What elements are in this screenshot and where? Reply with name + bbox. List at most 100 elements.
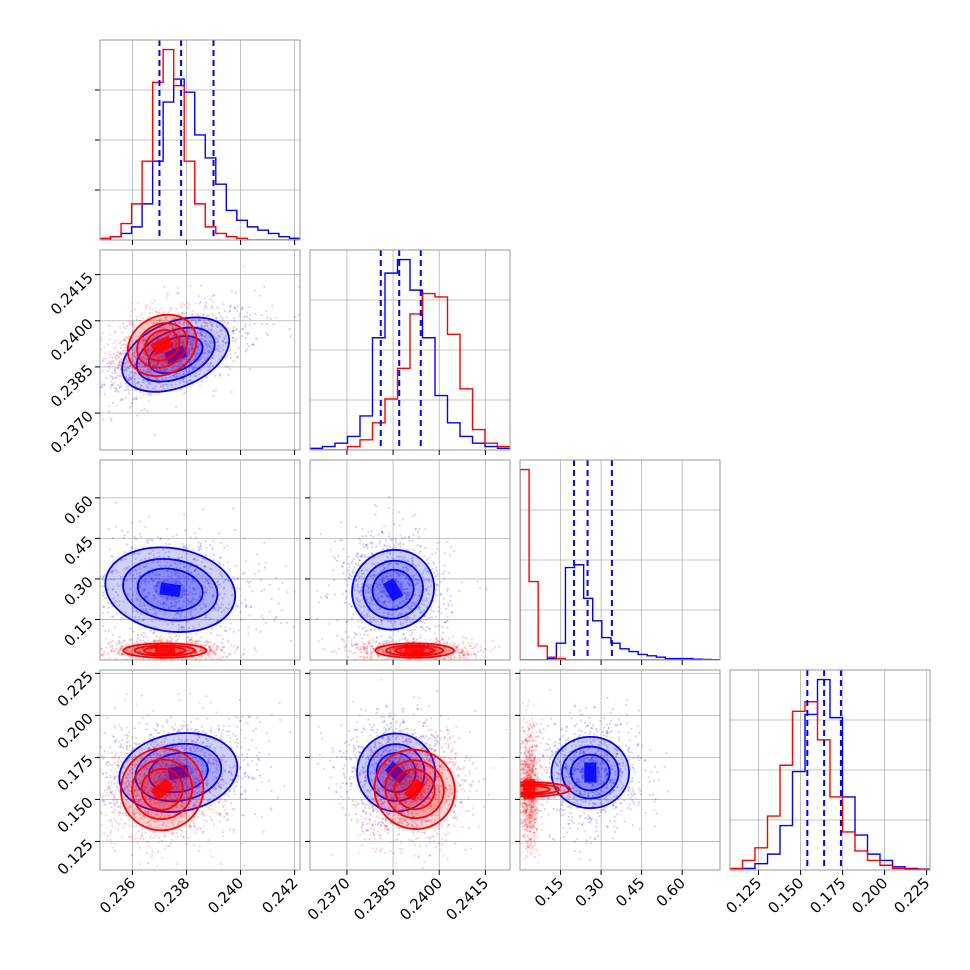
scatter-point (108, 405, 111, 408)
scatter-point (128, 373, 131, 377)
scatter-point (206, 325, 209, 328)
scatter-point (119, 375, 122, 378)
scatter-point (160, 638, 163, 641)
scatter-point (191, 361, 194, 364)
scatter-point (211, 651, 214, 654)
scatter-point (100, 336, 103, 339)
scatter-point (204, 565, 207, 568)
scatter-point (224, 342, 227, 345)
scatter-point (220, 329, 223, 332)
scatter-point (124, 351, 128, 355)
scatter-point (177, 360, 181, 363)
scatter-point (222, 348, 225, 351)
scatter-point (233, 316, 236, 319)
scatter-point (95, 646, 97, 648)
scatter-point (306, 567, 308, 569)
scatter-point (158, 619, 161, 622)
scatter-point (209, 345, 212, 348)
scatter-point (144, 365, 147, 368)
scatter-point (138, 363, 142, 366)
scatter-point (258, 562, 261, 565)
scatter-point (353, 631, 356, 634)
scatter-point (361, 637, 364, 640)
scatter-point (165, 569, 168, 572)
scatter-point (120, 398, 123, 402)
scatter-point (153, 327, 156, 330)
scatter-point (360, 553, 364, 556)
scatter-point (191, 346, 194, 349)
scatter-point (264, 561, 267, 564)
scatter-point (96, 561, 98, 563)
scatter-point (199, 542, 203, 545)
scatter-point (124, 396, 127, 399)
scatter-point (173, 662, 175, 664)
scatter-point (387, 535, 390, 538)
scatter-point (130, 385, 133, 388)
scatter-point (157, 536, 160, 539)
scatter-point (170, 602, 173, 605)
scatter-point (399, 541, 402, 544)
scatter-point (192, 347, 195, 350)
scatter-point (165, 598, 168, 601)
scatter-point (120, 361, 123, 364)
scatter-point (347, 555, 350, 558)
scatter-point (137, 365, 140, 368)
scatter-point (224, 625, 227, 628)
scatter-point (102, 594, 105, 597)
scatter-point (245, 605, 248, 608)
scatter-point (175, 533, 178, 537)
scatter-point (178, 330, 181, 333)
scatter-point (185, 584, 188, 587)
scatter-point (201, 352, 204, 355)
scatter-point (108, 360, 111, 363)
scatter-point (200, 380, 203, 383)
scatter-point (188, 340, 192, 343)
scatter-point (198, 373, 201, 376)
scatter-point (407, 536, 411, 539)
scatter-point (173, 317, 176, 320)
scatter-point (118, 386, 121, 389)
scatter-point (461, 656, 464, 659)
scatter-point (169, 375, 172, 379)
scatter-point (440, 593, 443, 596)
scatter-point (125, 566, 128, 570)
scatter-point (144, 594, 147, 598)
scatter-point (421, 627, 425, 630)
scatter-point (125, 335, 128, 339)
scatter-point (118, 653, 121, 657)
scatter-point (217, 334, 220, 337)
scatter-point (450, 545, 453, 549)
scatter-point (125, 377, 129, 380)
scatter-point (102, 369, 105, 372)
scatter-point (94, 655, 96, 657)
scatter-point (409, 677, 411, 679)
scatter-point (419, 545, 422, 548)
scatter-point (263, 285, 266, 288)
scatter-point (213, 553, 216, 556)
scatter-point (168, 360, 171, 363)
scatter-point (204, 321, 207, 325)
scatter-point (172, 616, 175, 620)
scatter-point (209, 341, 212, 344)
scatter-point (197, 318, 200, 321)
scatter-point (100, 339, 103, 342)
scatter-point (132, 360, 135, 363)
scatter-point (168, 550, 171, 553)
scatter-point (380, 530, 383, 533)
scatter-point (230, 643, 233, 647)
scatter-point (351, 569, 354, 572)
scatter-point (190, 342, 193, 345)
scatter-point (342, 547, 345, 551)
scatter-point (210, 341, 213, 344)
scatter-point (128, 376, 131, 379)
scatter-point (212, 314, 215, 317)
scatter-point (185, 301, 189, 304)
scatter-point (251, 589, 254, 593)
scatter-point (146, 610, 149, 614)
scatter-point (212, 356, 215, 360)
scatter-point (176, 356, 179, 359)
scatter-point (199, 325, 203, 328)
scatter-point (194, 319, 197, 322)
scatter-point (151, 348, 154, 351)
scatter-point (232, 630, 236, 634)
